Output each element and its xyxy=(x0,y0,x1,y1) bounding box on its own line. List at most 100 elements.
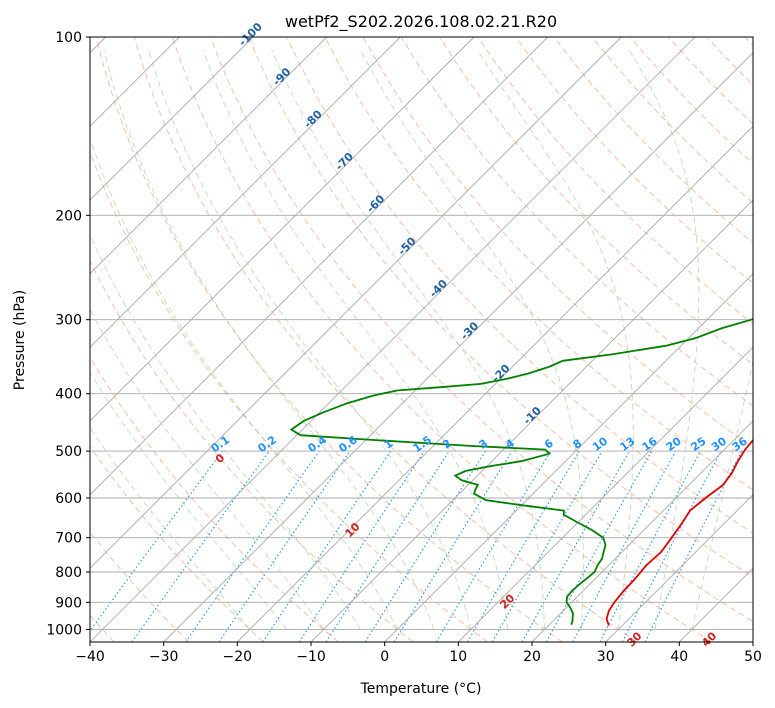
profile-series xyxy=(289,318,753,626)
mixing-ratio-label: 4 xyxy=(503,437,517,452)
x-tick-label: −30 xyxy=(149,649,179,665)
isotherm-line xyxy=(90,37,475,422)
plot-frame xyxy=(89,36,754,643)
isotherm-line xyxy=(752,641,753,642)
dry-adiabat-label: -60 xyxy=(364,192,387,215)
moist-adiabat-line xyxy=(147,49,472,630)
dry-adiabat-line xyxy=(95,37,563,642)
x-tick-label: 50 xyxy=(744,649,762,665)
mixing-ratio-line xyxy=(298,450,425,642)
x-tick-label: 30 xyxy=(597,649,615,665)
dry-adiabat-line xyxy=(133,37,638,642)
x-tick-label: −20 xyxy=(223,649,253,665)
dry-adiabat-line xyxy=(553,37,753,244)
isotherm-line xyxy=(90,37,549,496)
moist-adiabat-line xyxy=(691,359,753,630)
x-tick-label: 10 xyxy=(449,649,467,665)
moist-adiabat-line xyxy=(103,49,435,630)
x-tick-label: −10 xyxy=(296,649,326,665)
mixing-ratio-label: 1.5 xyxy=(411,433,434,455)
dry-adiabat-line xyxy=(286,37,753,534)
y-axis: 100 200 300 400 500 600 700 800 900 1000 xyxy=(46,30,90,638)
dry-adiabat-line xyxy=(90,259,414,642)
dry-adiabat-line xyxy=(668,37,753,125)
dry-adiabat-label: 0 xyxy=(213,451,228,466)
dry-adiabat-line xyxy=(248,37,753,578)
isotherm-line xyxy=(163,52,753,642)
isotherm-line xyxy=(90,37,328,275)
dry-adiabat-label: -30 xyxy=(458,319,481,342)
mixing-ratio-line xyxy=(90,450,223,632)
dry-adiabat-label: -10 xyxy=(521,404,544,427)
isotherm-line xyxy=(90,37,696,642)
mixing-ratio-line xyxy=(185,450,320,642)
y-tick-label: 200 xyxy=(55,208,82,224)
background-lines xyxy=(90,37,753,642)
dry-adiabat-line xyxy=(706,37,753,86)
mixing-ratio-line xyxy=(364,450,486,642)
dry-adiabat-line xyxy=(171,37,712,642)
isotherm-line xyxy=(90,37,622,569)
dry-adiabat-line xyxy=(744,37,753,47)
y-axis-label: Pressure (hPa) xyxy=(12,290,28,390)
isotherm-line xyxy=(384,273,753,642)
mixing-ratio-label: 3 xyxy=(477,437,491,452)
mixing-ratio-line xyxy=(572,450,677,642)
mixing-ratio-line xyxy=(325,450,450,642)
x-axis-label: Temperature (°C) xyxy=(360,681,482,697)
isotherm-line xyxy=(531,420,753,642)
dry-adiabat-label: -90 xyxy=(270,65,293,88)
moist-adiabat-line xyxy=(628,49,700,630)
y-tick-label: 500 xyxy=(55,444,82,460)
dry-adiabat-label: -70 xyxy=(333,150,356,173)
mixing-ratio-line xyxy=(545,450,653,642)
isotherm-line xyxy=(457,346,753,642)
isotherm-line xyxy=(90,37,401,348)
moist-adiabat-line xyxy=(202,49,509,630)
dewpoint-line xyxy=(289,318,753,626)
mixing-ratio-line xyxy=(131,450,270,642)
y-tick-label: 1000 xyxy=(46,622,82,638)
y-tick-label: 800 xyxy=(55,565,82,581)
y-tick-label: 600 xyxy=(55,491,82,507)
mixing-ratio-line xyxy=(521,450,630,642)
mixing-ratio-label: 0.1 xyxy=(209,433,232,455)
isotherm-line xyxy=(605,494,753,642)
x-tick-label: −40 xyxy=(75,649,105,665)
dry-adiabat-line xyxy=(210,37,753,623)
y-tick-label: 900 xyxy=(55,595,82,611)
y-tick-label: 700 xyxy=(55,531,82,547)
moist-adiabat-line xyxy=(359,49,584,630)
dry-adiabat-label: -50 xyxy=(395,234,418,257)
y-tick-label: 400 xyxy=(55,387,82,403)
mixing-ratio-line xyxy=(435,450,552,642)
gridlines xyxy=(90,37,753,642)
mixing-ratio-line xyxy=(393,450,513,642)
isotherm-line xyxy=(310,199,753,642)
mixing-ratio-line xyxy=(599,450,701,642)
isotherm-line xyxy=(236,125,753,642)
dry-adiabat-line xyxy=(591,37,753,204)
isotherm-line xyxy=(90,37,254,201)
mixing-ratio-line xyxy=(262,450,392,642)
x-tick-label: 40 xyxy=(670,649,688,665)
dry-adiabat-line xyxy=(90,445,264,642)
dry-adiabat-line xyxy=(515,37,753,284)
y-tick-label: 300 xyxy=(55,313,82,329)
x-tick-label: 20 xyxy=(523,649,541,665)
dry-adiabat-label: -80 xyxy=(302,107,325,130)
moist-adiabat-line xyxy=(90,371,288,630)
y-tick-label: 100 xyxy=(55,30,82,46)
dry-adiabat-line xyxy=(90,150,488,642)
x-axis: −40 −30 −20 −10 0 10 20 30 40 50 xyxy=(75,642,762,665)
x-tick-label: 0 xyxy=(380,649,389,665)
isotherm-line xyxy=(678,567,753,642)
dry-adiabat-label: 40 xyxy=(699,629,719,649)
moist-adiabat-line xyxy=(271,49,546,630)
moist-adiabat-line xyxy=(476,49,634,630)
moist-adiabat-line xyxy=(90,308,324,630)
dry-adiabat-label: 30 xyxy=(625,629,645,649)
dry-adiabat-line xyxy=(90,531,190,642)
mixing-ratio-line xyxy=(218,450,351,642)
